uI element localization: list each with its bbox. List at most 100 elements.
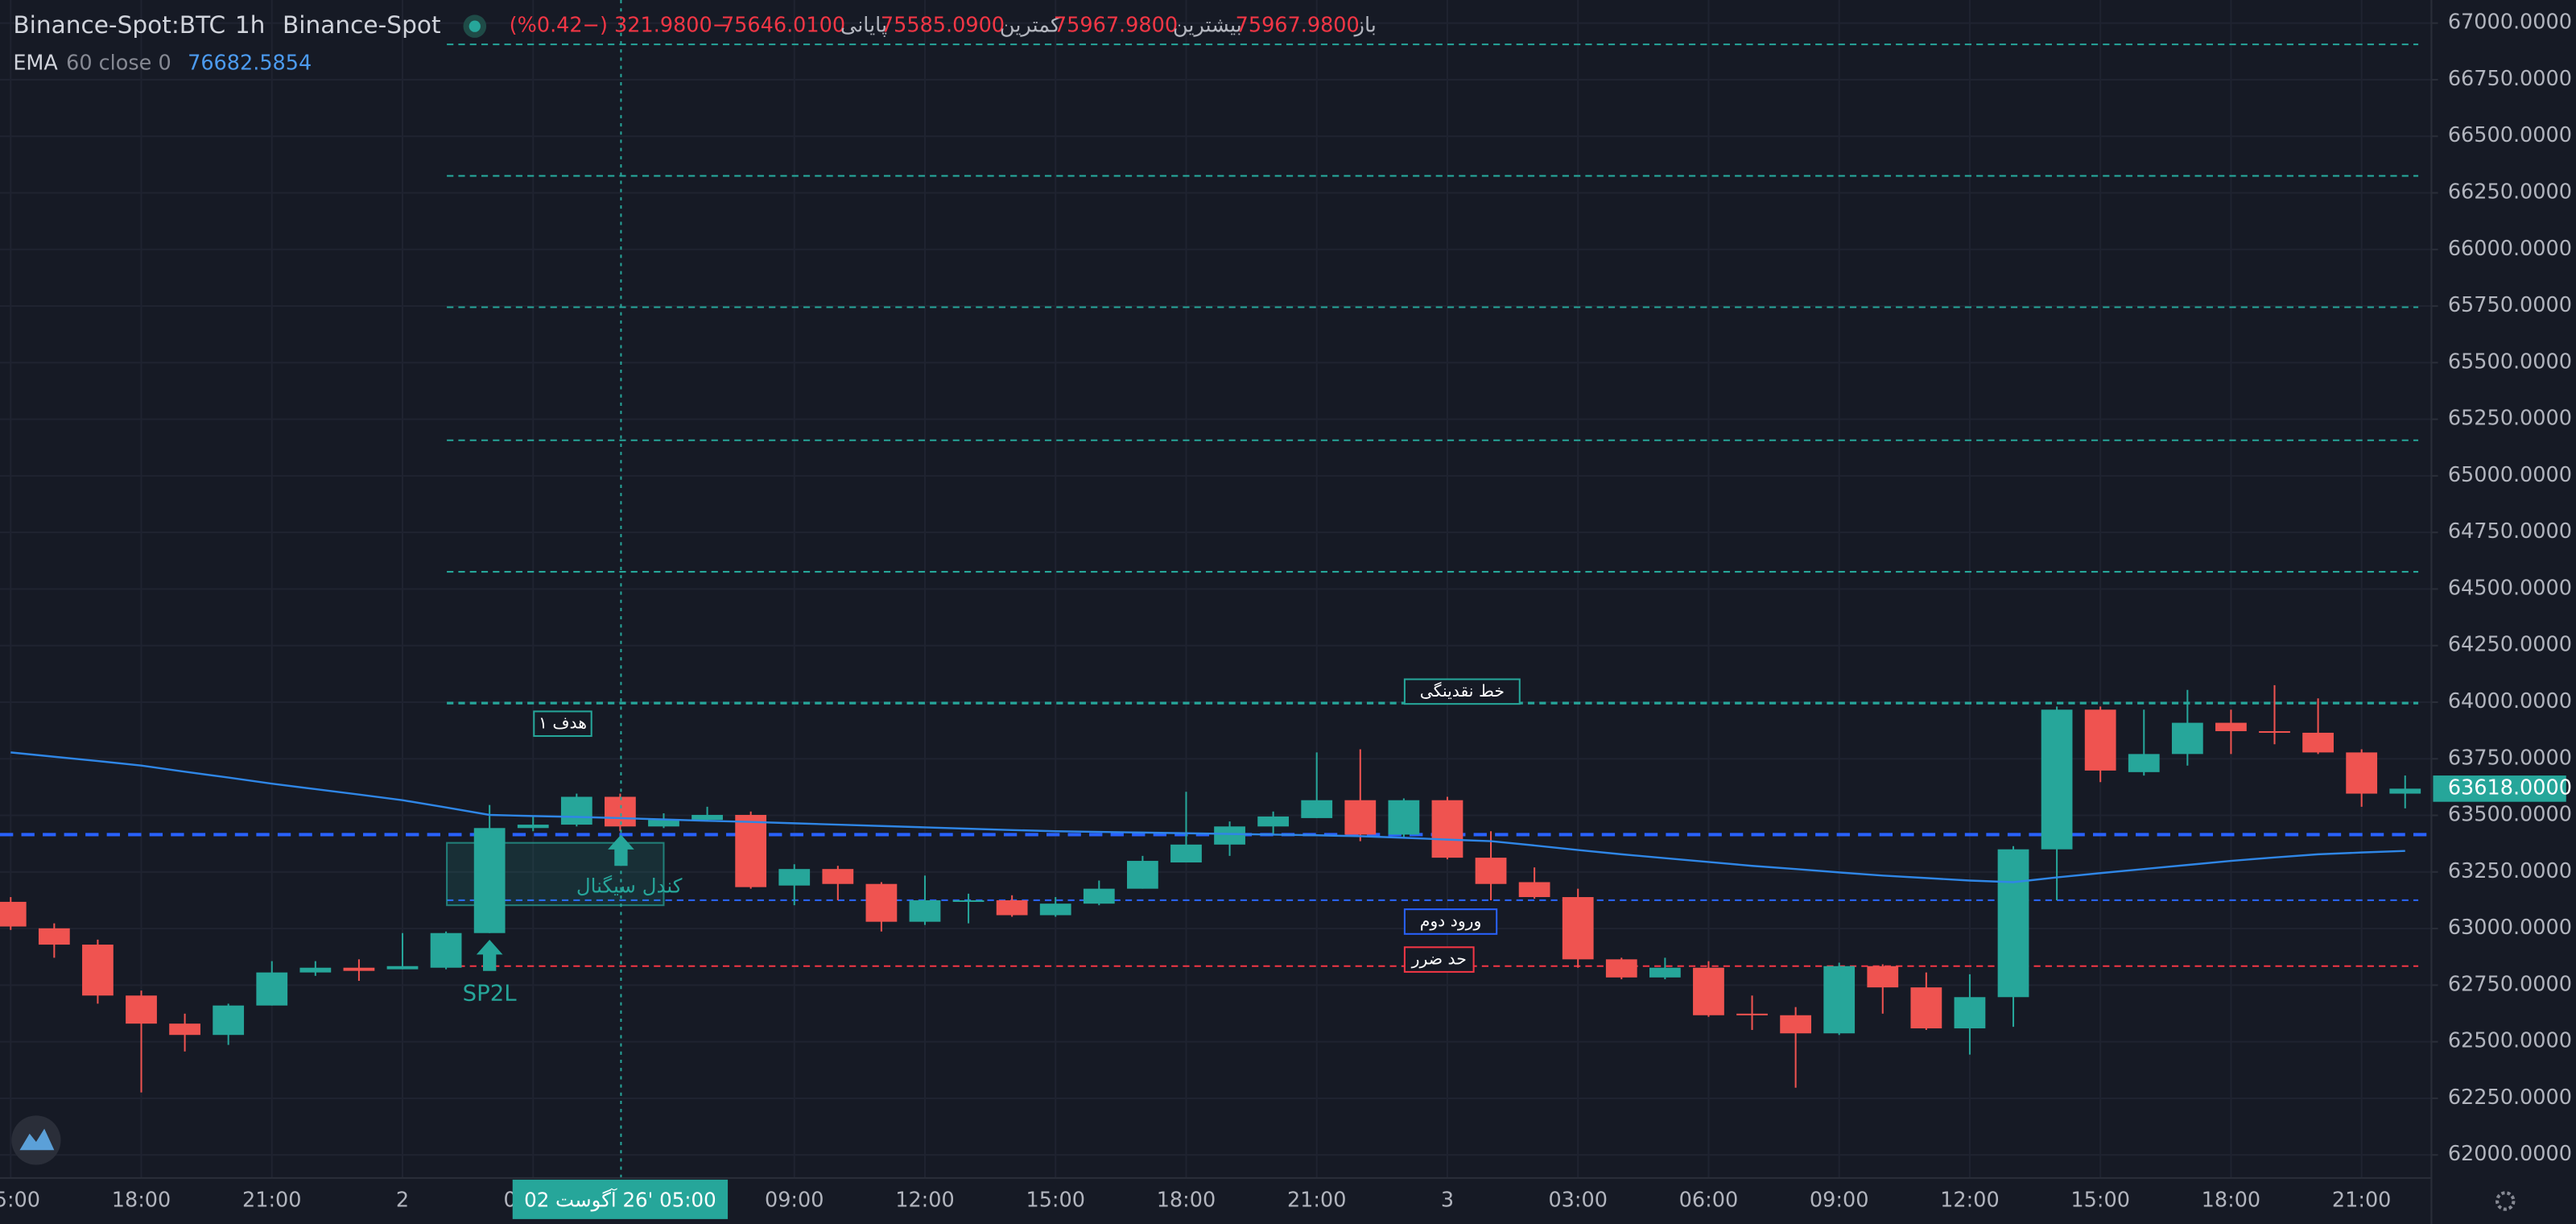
- y-tick-label: 63250.0000: [2448, 859, 2572, 883]
- ohlc-label: پایانی: [840, 14, 887, 38]
- candle-body: [822, 869, 854, 884]
- level-label: ورود دوم: [1420, 911, 1482, 930]
- candle-body: [0, 901, 27, 927]
- axes: 62000.0000 62250.0000 62500.0000 62750.0000…: [0, 10, 2572, 1219]
- ohlc-label: بیشترین: [1173, 14, 1242, 38]
- signal-marker: SP2L: [463, 980, 518, 1006]
- x-tick-label: 12:00: [1940, 1188, 2000, 1212]
- y-tick-label: 65000.0000: [2448, 463, 2572, 487]
- x-tick-label: 18:00: [1157, 1188, 1216, 1212]
- candle-body: [996, 899, 1028, 916]
- candle-body: [1910, 987, 1942, 1029]
- ema-line: [10, 751, 2405, 883]
- candle-body: [2128, 754, 2160, 772]
- level-label: خط نقدینگی: [1420, 681, 1505, 701]
- candle-body: [691, 814, 723, 821]
- x-tick-label: 12:00: [895, 1188, 955, 1212]
- crosshair-label: 05:00 '26 آگوست 02: [524, 1188, 716, 1211]
- logo: [11, 1115, 61, 1165]
- candle-body: [1997, 849, 2029, 998]
- crosshair-label-box: [512, 1179, 729, 1219]
- candle-body: [2215, 722, 2247, 731]
- status-dot: [469, 20, 481, 32]
- candle-body: [2084, 709, 2116, 771]
- candle-body: [2346, 752, 2378, 794]
- indicator-value: 76682.5854: [188, 52, 312, 76]
- candle-body: [473, 828, 506, 933]
- candle-body: [256, 972, 288, 1006]
- candle-body: [1301, 800, 1333, 818]
- x-tick-label: 15:00: [0, 1188, 40, 1212]
- y-tick-label: 64500.0000: [2448, 576, 2572, 600]
- candle-body: [2171, 722, 2203, 755]
- x-tick-label: 06:00: [1679, 1188, 1739, 1212]
- candle-body: [1431, 800, 1463, 858]
- y-tick-label: 65750.0000: [2448, 293, 2572, 317]
- candle-body: [2389, 788, 2421, 794]
- indicator: EMA 60 close 0 76682.5854: [13, 52, 312, 76]
- candle-body: [1214, 826, 1245, 845]
- candle-body: [1649, 967, 1681, 978]
- candle-body: [213, 1005, 245, 1036]
- overlay: خط نقدینگی ورود دوم حد ضرر هدف ۱ کندل سیگنال…: [463, 0, 1521, 1178]
- signal-arrow: [476, 940, 503, 971]
- settings[interactable]: [2496, 1191, 2516, 1211]
- y-tick-label: 63500.0000: [2448, 803, 2572, 827]
- candle-body: [2259, 730, 2290, 734]
- annotation-box: [533, 710, 592, 738]
- ohlc-value: 75967.9800: [1054, 14, 1178, 38]
- y-tick-label: 66750.0000: [2448, 67, 2572, 91]
- candle-body: [343, 967, 375, 971]
- x-tick-label: 03:00: [1548, 1188, 1608, 1212]
- candle-body: [735, 814, 767, 887]
- candle-body: [1867, 966, 1899, 988]
- candle-body: [1518, 882, 1550, 898]
- ohlc-value: 75967.9800: [1236, 14, 1360, 38]
- y-tick-label: 64000.0000: [2448, 689, 2572, 713]
- y-tick-label: 66500.0000: [2448, 123, 2572, 147]
- levels: [0, 43, 2432, 967]
- y-tick-label: 65500.0000: [2448, 349, 2572, 374]
- settings-icon[interactable]: [2496, 1191, 2516, 1211]
- candle-body: [1693, 967, 1724, 1015]
- candle-body: [778, 869, 811, 886]
- indicator-params: 60 close 0: [66, 52, 171, 76]
- candle-body: [865, 883, 898, 922]
- y-tick-label: 62000.0000: [2448, 1142, 2572, 1166]
- candle-body: [386, 966, 419, 970]
- candle-body: [38, 928, 70, 945]
- x-tick-label: 18:00: [2202, 1188, 2261, 1212]
- y-tick-label: 67000.0000: [2448, 10, 2572, 35]
- y-tick-label: 66250.0000: [2448, 180, 2572, 205]
- candle-body: [1388, 800, 1420, 835]
- candle-body: [560, 796, 592, 825]
- x-tick-label: 15:00: [2070, 1188, 2130, 1212]
- y-tick-label: 62500.0000: [2448, 1029, 2572, 1053]
- x-tick-label: 09:00: [765, 1188, 824, 1212]
- candle-body: [299, 967, 332, 973]
- y-tick-label: 62750.0000: [2448, 972, 2572, 996]
- symbol: Binance-Spot:BTC: [13, 11, 225, 39]
- logo-mark: [19, 1128, 55, 1151]
- interval: 1h: [235, 11, 266, 39]
- candle-body: [1605, 959, 1637, 978]
- x-tick-label: 09:00: [1810, 1188, 1869, 1212]
- logo-bg: [11, 1115, 61, 1165]
- candle-body: [1083, 888, 1115, 904]
- y-tick-label: 62250.0000: [2448, 1085, 2572, 1110]
- price-tag-label: 63618.0000: [2448, 775, 2572, 800]
- indicator-name: EMA: [13, 52, 58, 76]
- candle-body: [909, 899, 941, 922]
- candle-body: [126, 995, 157, 1024]
- ohlc: باز75967.9800بیشترین75967.9800کمترین7558…: [510, 14, 1377, 38]
- candle-body: [1780, 1015, 1811, 1034]
- candle-body: [1954, 997, 1986, 1029]
- signal-label: کندل سیگنال: [576, 875, 683, 898]
- candle-body: [1823, 966, 1856, 1034]
- annotation: هدف ۱: [539, 713, 587, 733]
- x-tick-label: 18:00: [112, 1188, 171, 1212]
- level-label: حد ضرر: [1411, 949, 1467, 969]
- ohlc-label: باز: [1353, 14, 1377, 38]
- candle-body: [517, 825, 549, 829]
